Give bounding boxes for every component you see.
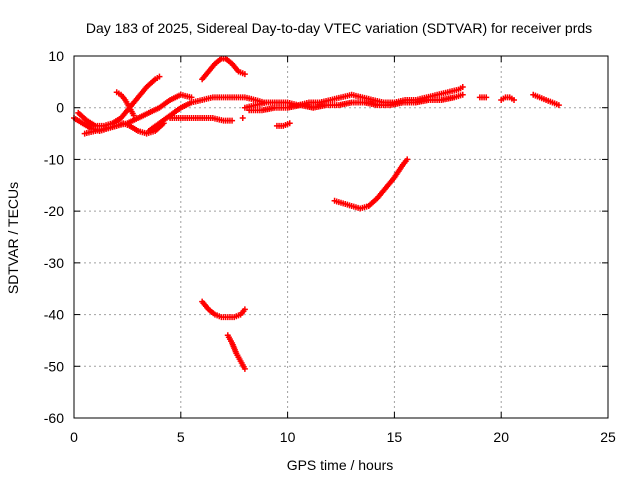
data-series xyxy=(113,89,137,119)
x-tick-label: 5 xyxy=(177,429,185,445)
data-points xyxy=(71,55,562,372)
x-tick-label: 25 xyxy=(600,429,616,445)
data-series xyxy=(273,120,293,129)
y-axis-label: SDTVAR / TECUs xyxy=(5,182,21,294)
data-point xyxy=(241,71,248,78)
data-series xyxy=(75,73,163,129)
y-tick-label: -40 xyxy=(44,307,64,323)
y-tick-label: 10 xyxy=(48,48,64,64)
data-series xyxy=(167,115,236,124)
data-point xyxy=(511,96,518,103)
chart-title: Day 183 of 2025, Sidereal Day-to-day VTE… xyxy=(86,20,592,36)
data-point xyxy=(404,156,411,163)
data-point xyxy=(156,73,163,80)
data-point xyxy=(241,306,248,313)
x-tick-label: 0 xyxy=(70,429,78,445)
data-series xyxy=(199,55,248,83)
data-series xyxy=(239,115,246,122)
data-point xyxy=(239,115,246,122)
data-point xyxy=(483,94,490,101)
data-point xyxy=(229,117,236,124)
y-tick-label: 0 xyxy=(56,100,64,116)
tick-labels: 10 0 -10 -20 -30 -40 -50 -60 0 5 10 15 20 25 xyxy=(44,48,616,445)
y-tick-label: -60 xyxy=(44,410,64,426)
y-tick-label: -50 xyxy=(44,358,64,374)
data-point xyxy=(241,365,248,372)
data-series xyxy=(224,332,248,372)
data-series xyxy=(476,94,490,101)
x-axis-label: GPS time / hours xyxy=(287,457,394,473)
grid-lines xyxy=(74,56,608,418)
x-tick-label: 20 xyxy=(493,429,509,445)
data-point xyxy=(286,120,293,127)
data-series xyxy=(199,298,248,321)
data-series xyxy=(81,91,195,137)
x-tick-label: 15 xyxy=(387,429,403,445)
data-point xyxy=(459,91,466,98)
y-tick-label: -10 xyxy=(44,151,64,167)
data-point xyxy=(459,84,466,91)
y-tick-label: -30 xyxy=(44,255,64,271)
x-tick-label: 10 xyxy=(280,429,296,445)
data-series xyxy=(145,94,268,134)
data-series xyxy=(246,91,466,114)
data-series xyxy=(498,94,518,103)
data-series xyxy=(530,91,562,109)
data-point xyxy=(188,94,195,101)
data-series xyxy=(331,156,411,212)
data-point xyxy=(555,102,562,109)
plot-frame xyxy=(73,55,609,419)
y-tick-label: -20 xyxy=(44,203,64,219)
